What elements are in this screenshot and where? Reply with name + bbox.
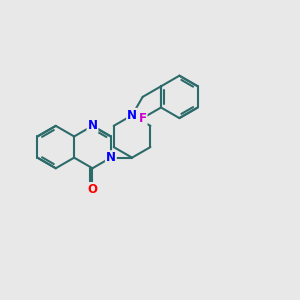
Text: N: N (88, 119, 98, 132)
Text: N: N (127, 109, 137, 122)
Text: F: F (139, 112, 147, 124)
Text: N: N (106, 151, 116, 164)
Text: O: O (88, 183, 98, 196)
